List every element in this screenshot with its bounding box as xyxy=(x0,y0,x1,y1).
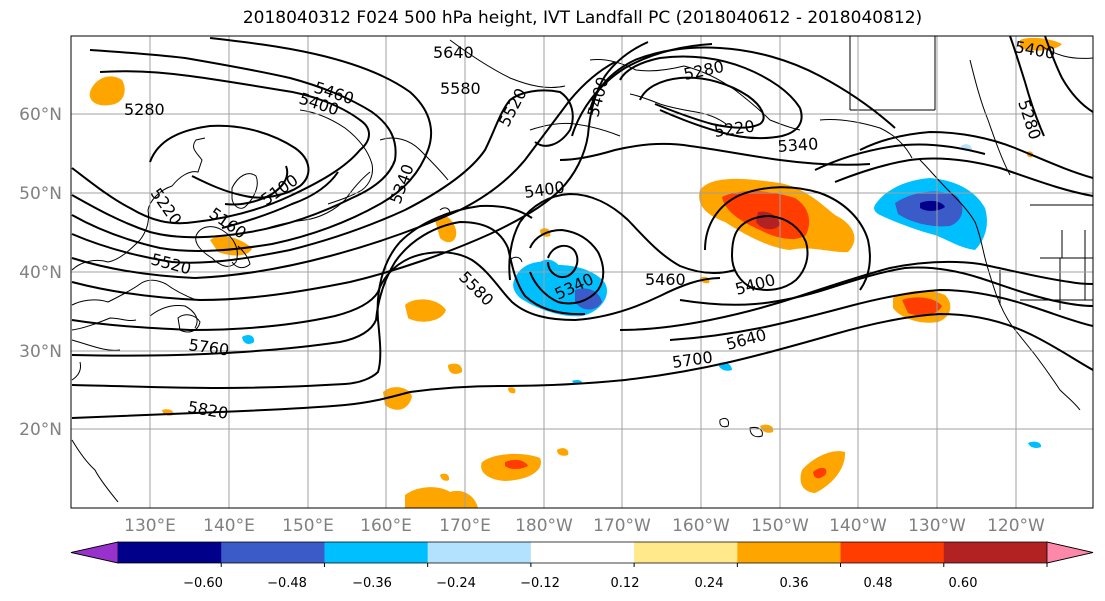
colorbar-tick-label: 0.36 xyxy=(780,576,809,591)
lon-label: 170°E xyxy=(439,516,491,536)
contour-label: 5340 xyxy=(777,134,819,156)
map-frame xyxy=(70,35,1094,509)
colorbar-tick-label: 0.12 xyxy=(611,576,640,591)
colorbar-segment xyxy=(943,542,1048,563)
contour-label: 5460 xyxy=(645,270,686,289)
colorbar xyxy=(70,541,1094,567)
lat-label: 30°N xyxy=(19,342,62,362)
colorbar-segment xyxy=(427,542,532,563)
contour-label: 5580 xyxy=(440,79,481,98)
colorbar-segment xyxy=(530,542,635,563)
colorbar-tick-label: 0.60 xyxy=(949,576,978,591)
colorbar-segment xyxy=(634,542,738,563)
latitude-labels: 60°N 50°N 40°N 30°N 20°N xyxy=(19,105,62,440)
lon-label: 160°W xyxy=(672,516,730,536)
colorbar-tick-label: −0.24 xyxy=(436,576,476,591)
lon-label: 160°E xyxy=(360,516,412,536)
lat-label: 20°N xyxy=(19,420,62,440)
lon-label: 140°E xyxy=(203,516,255,536)
colorbar-tick-label: −0.60 xyxy=(183,576,223,591)
height-contours xyxy=(71,36,1093,419)
colorbar-tick-label: −0.36 xyxy=(352,576,392,591)
lon-label: 150°W xyxy=(751,516,809,536)
colorbar-tick-label: −0.48 xyxy=(267,576,307,591)
lon-label: 130°W xyxy=(908,516,966,536)
lon-label: 180°W xyxy=(515,516,573,536)
lat-label: 40°N xyxy=(19,263,62,283)
colorbar-extend-min xyxy=(70,541,119,564)
contour-label: 5280 xyxy=(124,100,165,119)
lat-label: 50°N xyxy=(19,184,62,204)
lon-label: 130°E xyxy=(124,516,176,536)
lat-label: 60°N xyxy=(19,105,62,125)
map-title: 2018040312 F024 500 hPa height, IVT Land… xyxy=(242,8,923,28)
lon-label: 150°E xyxy=(282,516,334,536)
colorbar-segment xyxy=(221,542,325,563)
colorbar-ticks: −0.60 −0.48 −0.36 −0.24 −0.12 0.12 0.24 … xyxy=(183,576,977,591)
colorbar-tick-label: 0.48 xyxy=(864,576,893,591)
lon-label: 140°W xyxy=(829,516,887,536)
colorbar-outline xyxy=(70,541,1094,564)
colorbar-extend-max xyxy=(1046,541,1094,564)
colorbar-segment xyxy=(840,542,945,563)
colorbar-segment xyxy=(324,542,429,563)
colorbar-segment xyxy=(737,542,842,563)
contour-label: 5640 xyxy=(433,43,474,62)
colorbar-segment xyxy=(118,542,222,563)
colorbar-tick-label: −0.12 xyxy=(520,576,560,591)
lon-label: 170°W xyxy=(593,516,651,536)
ivt-negative-shading xyxy=(242,144,1042,448)
colorbar-tick-label: 0.24 xyxy=(695,576,724,591)
lon-label: 120°W xyxy=(987,516,1045,536)
longitude-labels: 130°E 140°E 150°E 160°E 170°E 180°W 170°… xyxy=(124,516,1045,536)
